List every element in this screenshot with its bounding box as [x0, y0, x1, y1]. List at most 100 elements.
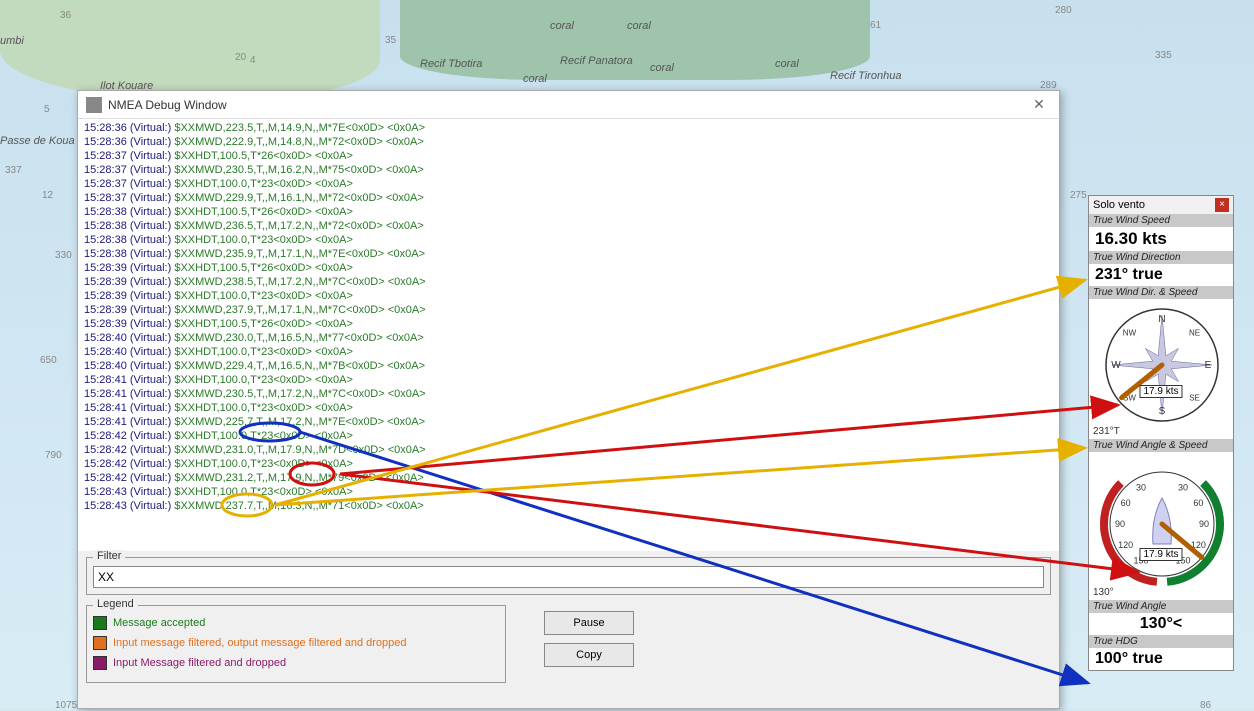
log-line: 15:28:39 (Virtual:) $XXHDT,100.0,T*23<0x… [84, 289, 1053, 303]
legend-swatch [93, 636, 107, 650]
close-icon[interactable]: × [1215, 198, 1229, 212]
panel-title: Solo vento [1093, 199, 1215, 211]
tws-label: True Wind Speed [1089, 214, 1233, 227]
chart-label: coral [550, 20, 574, 32]
panel-title-bar[interactable]: Solo vento × [1089, 196, 1233, 214]
svg-text:NE: NE [1189, 328, 1200, 337]
legend-swatch [93, 656, 107, 670]
log-line: 15:28:40 (Virtual:) $XXHDT,100.0,T*23<0x… [84, 345, 1053, 359]
pause-button[interactable]: Pause [544, 611, 634, 635]
twds-label: True Wind Dir. & Speed [1089, 286, 1233, 299]
window-title: NMEA Debug Window [108, 98, 1027, 112]
log-line: 15:28:36 (Virtual:) $XXMWD,223.5,T,,M,14… [84, 121, 1053, 135]
log-line: 15:28:42 (Virtual:) $XXMWD,231.2,T,,M,17… [84, 471, 1053, 485]
chart-label: Recif Tbotira [420, 58, 482, 70]
twa-label: True Wind Angle [1089, 600, 1233, 613]
svg-text:W: W [1111, 360, 1121, 371]
svg-text:30: 30 [1178, 483, 1188, 493]
window-icon [86, 97, 102, 113]
depth-label: 790 [45, 450, 62, 461]
legend-text: Input message filtered, output message f… [113, 637, 407, 649]
chart-label: coral [650, 62, 674, 74]
legend-item: Message accepted [93, 616, 499, 630]
close-icon[interactable]: ✕ [1027, 96, 1051, 113]
depth-label: 330 [55, 250, 72, 261]
svg-text:60: 60 [1193, 498, 1203, 508]
legend-swatch [93, 616, 107, 630]
depth-label: 335 [1155, 50, 1172, 61]
depth-label: 5 [44, 104, 50, 115]
log-line: 15:28:39 (Virtual:) $XXMWD,238.5,T,,M,17… [84, 275, 1053, 289]
svg-text:60: 60 [1121, 498, 1131, 508]
depth-label: 280 [1055, 5, 1072, 16]
filter-group: Filter [86, 557, 1051, 595]
filter-label: Filter [93, 550, 125, 562]
depth-label: 337 [5, 165, 22, 176]
log-line: 15:28:42 (Virtual:) $XXMWD,231.0,T,,M,17… [84, 443, 1053, 457]
legend-text: Message accepted [113, 617, 205, 629]
log-line: 15:28:38 (Virtual:) $XXMWD,236.5,T,,M,17… [84, 219, 1053, 233]
log-line: 15:28:37 (Virtual:) $XXMWD,230.5,T,,M,16… [84, 163, 1053, 177]
depth-label: 4 [250, 55, 256, 66]
chart-label: umbi [0, 35, 24, 47]
log-line: 15:28:40 (Virtual:) $XXMWD,229.4,T,,M,16… [84, 359, 1053, 373]
log-line: 15:28:38 (Virtual:) $XXMWD,235.9,T,,M,17… [84, 247, 1053, 261]
log-line: 15:28:36 (Virtual:) $XXMWD,222.9,T,,M,14… [84, 135, 1053, 149]
log-area[interactable]: 15:28:36 (Virtual:) $XXMWD,223.5,T,,M,14… [78, 119, 1059, 551]
log-line: 15:28:40 (Virtual:) $XXMWD,230.0,T,,M,16… [84, 331, 1053, 345]
legend-group: Legend Message acceptedInput message fil… [86, 605, 506, 683]
log-line: 15:28:43 (Virtual:) $XXMWD,237.7,T,,M,16… [84, 499, 1053, 513]
depth-label: 275 [1070, 190, 1087, 201]
log-line: 15:28:41 (Virtual:) $XXHDT,100.0,T*23<0x… [84, 373, 1053, 387]
legend-item: Input message filtered, output message f… [93, 636, 499, 650]
log-line: 15:28:41 (Virtual:) $XXMWD,225.7,T,,M,17… [84, 415, 1053, 429]
hdg-label: True HDG [1089, 635, 1233, 648]
title-bar[interactable]: NMEA Debug Window ✕ [78, 91, 1059, 119]
svg-text:90: 90 [1199, 519, 1209, 529]
depth-label: 36 [60, 10, 71, 21]
chart-label: Recif Tironhua [830, 70, 901, 82]
twd-label: True Wind Direction [1089, 251, 1233, 264]
angle-gauge: 30609012015015012090603017.9 kts130° [1089, 452, 1233, 600]
legend-item: Input Message filtered and dropped [93, 656, 499, 670]
depth-label: 61 [870, 20, 881, 31]
compass-gauge: NNEESESSWWNW17.9 kts231°T [1089, 299, 1233, 439]
compass-speed-box: 17.9 kts [1139, 385, 1182, 398]
twd-value: 231° true [1089, 264, 1233, 286]
copy-button[interactable]: Copy [544, 643, 634, 667]
button-column: Pause Copy [544, 611, 634, 675]
compass-caption: 231°T [1093, 426, 1120, 437]
depth-label: 20 [235, 52, 246, 63]
twa-value: 130°< [1089, 613, 1233, 635]
chart-label: coral [775, 58, 799, 70]
depth-label: 12 [42, 190, 53, 201]
land-shape [0, 0, 380, 100]
filter-input[interactable] [93, 566, 1044, 588]
hdg-value: 100° true [1089, 648, 1233, 670]
log-line: 15:28:43 (Virtual:) $XXHDT,100.0,T*23<0x… [84, 485, 1053, 499]
log-line: 15:28:37 (Virtual:) $XXMWD,229.9,T,,M,16… [84, 191, 1053, 205]
svg-text:S: S [1159, 406, 1166, 417]
chart-label: coral [627, 20, 651, 32]
chart-label: Passe de Koua [0, 135, 75, 147]
legend-text: Input Message filtered and dropped [113, 657, 286, 669]
svg-text:N: N [1158, 314, 1165, 325]
chart-label: Recif Panatora [560, 55, 633, 67]
svg-text:90: 90 [1115, 519, 1125, 529]
svg-text:30: 30 [1136, 483, 1146, 493]
twas-label: True Wind Angle & Speed [1089, 439, 1233, 452]
log-line: 15:28:38 (Virtual:) $XXHDT,100.0,T*23<0x… [84, 233, 1053, 247]
angle-caption: 130° [1093, 587, 1114, 598]
log-line: 15:28:38 (Virtual:) $XXHDT,100.5,T*26<0x… [84, 205, 1053, 219]
depth-label: 35 [385, 35, 396, 46]
log-line: 15:28:42 (Virtual:) $XXHDT,100.0,T*23<0x… [84, 457, 1053, 471]
legend-label: Legend [93, 599, 138, 610]
svg-text:120: 120 [1118, 540, 1133, 550]
depth-label: 650 [40, 355, 57, 366]
depth-label: 1075 [55, 700, 77, 711]
log-line: 15:28:39 (Virtual:) $XXMWD,237.9,T,,M,17… [84, 303, 1053, 317]
chart-label: coral [523, 73, 547, 85]
log-line: 15:28:39 (Virtual:) $XXHDT,100.5,T*26<0x… [84, 261, 1053, 275]
svg-text:NW: NW [1123, 328, 1137, 337]
depth-label: 86 [1200, 700, 1211, 711]
